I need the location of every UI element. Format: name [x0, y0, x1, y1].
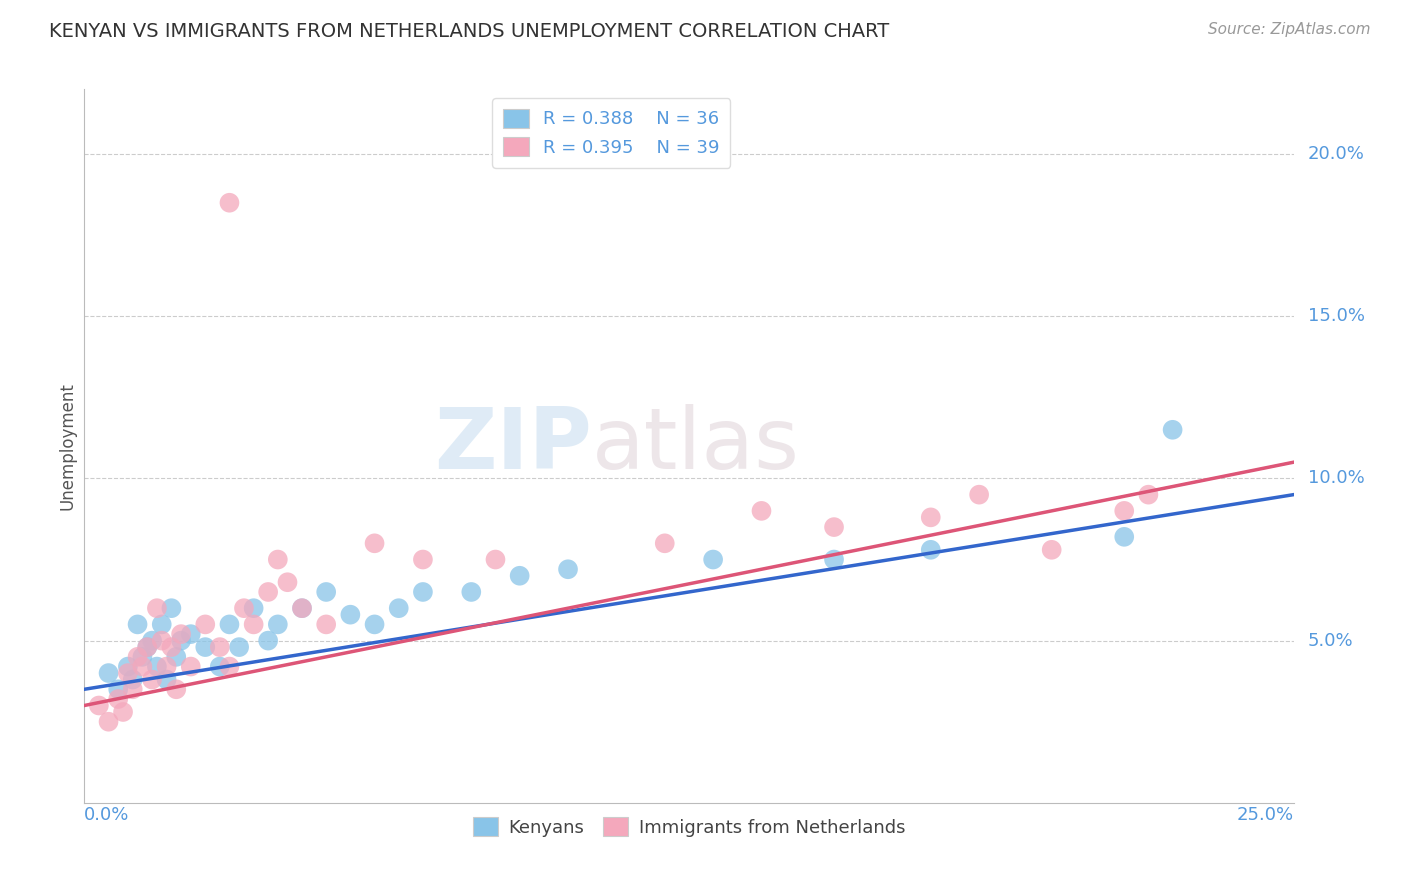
Point	[257, 633, 280, 648]
Legend: Kenyans, Immigrants from Netherlands: Kenyans, Immigrants from Netherlands	[465, 810, 912, 844]
Point	[160, 601, 183, 615]
Point	[257, 585, 280, 599]
Point	[208, 640, 231, 654]
Point	[97, 714, 120, 729]
Point	[150, 633, 173, 648]
Point	[136, 640, 159, 654]
Point	[121, 682, 143, 697]
Point	[194, 640, 217, 654]
Point	[388, 601, 411, 615]
Point	[146, 659, 169, 673]
Point	[412, 552, 434, 566]
Point	[97, 666, 120, 681]
Text: KENYAN VS IMMIGRANTS FROM NETHERLANDS UNEMPLOYMENT CORRELATION CHART: KENYAN VS IMMIGRANTS FROM NETHERLANDS UN…	[49, 22, 890, 41]
Point	[823, 520, 845, 534]
Point	[557, 562, 579, 576]
Point	[112, 705, 135, 719]
Point	[363, 617, 385, 632]
Point	[1137, 488, 1160, 502]
Point	[170, 633, 193, 648]
Point	[107, 692, 129, 706]
Point	[315, 585, 337, 599]
Point	[136, 640, 159, 654]
Point	[165, 682, 187, 697]
Text: 20.0%: 20.0%	[1308, 145, 1365, 163]
Point	[412, 585, 434, 599]
Point	[160, 640, 183, 654]
Point	[1040, 542, 1063, 557]
Point	[127, 649, 149, 664]
Text: 15.0%: 15.0%	[1308, 307, 1365, 326]
Text: 5.0%: 5.0%	[1308, 632, 1354, 649]
Point	[165, 649, 187, 664]
Point	[1114, 530, 1136, 544]
Point	[228, 640, 250, 654]
Point	[920, 510, 942, 524]
Point	[509, 568, 531, 582]
Point	[702, 552, 724, 566]
Point	[363, 536, 385, 550]
Point	[339, 607, 361, 622]
Point	[291, 601, 314, 615]
Point	[117, 666, 139, 681]
Point	[460, 585, 482, 599]
Point	[315, 617, 337, 632]
Point	[654, 536, 676, 550]
Point	[967, 488, 990, 502]
Text: atlas: atlas	[592, 404, 800, 488]
Point	[131, 649, 153, 664]
Point	[87, 698, 110, 713]
Point	[180, 659, 202, 673]
Point	[276, 575, 298, 590]
Text: 0.0%: 0.0%	[84, 806, 129, 824]
Point	[218, 617, 240, 632]
Point	[121, 673, 143, 687]
Point	[141, 633, 163, 648]
Point	[218, 659, 240, 673]
Point	[180, 627, 202, 641]
Point	[127, 617, 149, 632]
Point	[267, 552, 290, 566]
Text: Source: ZipAtlas.com: Source: ZipAtlas.com	[1208, 22, 1371, 37]
Point	[117, 659, 139, 673]
Point	[155, 673, 177, 687]
Point	[1114, 504, 1136, 518]
Text: ZIP: ZIP	[434, 404, 592, 488]
Point	[107, 682, 129, 697]
Point	[150, 617, 173, 632]
Point	[267, 617, 290, 632]
Point	[141, 673, 163, 687]
Point	[146, 601, 169, 615]
Point	[233, 601, 256, 615]
Point	[751, 504, 773, 518]
Text: 10.0%: 10.0%	[1308, 469, 1365, 487]
Point	[242, 601, 264, 615]
Point	[155, 659, 177, 673]
Point	[208, 659, 231, 673]
Point	[920, 542, 942, 557]
Text: 25.0%: 25.0%	[1236, 806, 1294, 824]
Point	[194, 617, 217, 632]
Point	[218, 195, 240, 210]
Point	[242, 617, 264, 632]
Point	[1161, 423, 1184, 437]
Point	[170, 627, 193, 641]
Point	[484, 552, 506, 566]
Point	[131, 659, 153, 673]
Point	[823, 552, 845, 566]
Y-axis label: Unemployment: Unemployment	[58, 382, 76, 510]
Point	[291, 601, 314, 615]
